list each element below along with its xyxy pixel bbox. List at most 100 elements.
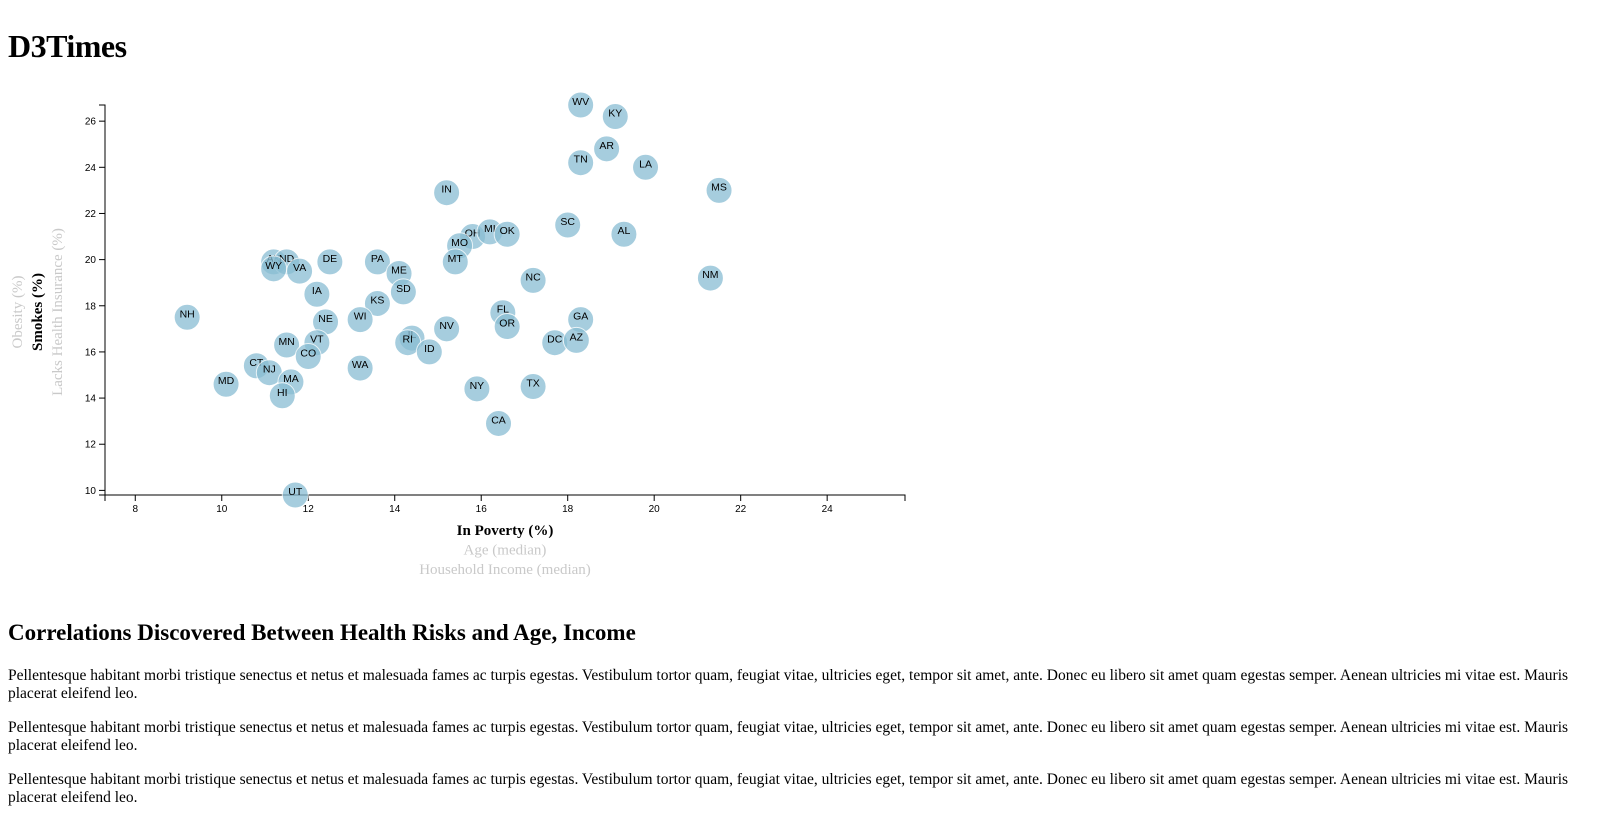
state-point[interactable]: KS [363, 289, 391, 317]
state-point[interactable]: NM [696, 264, 724, 292]
state-point[interactable]: CA [485, 409, 513, 437]
state-label: NH [180, 308, 195, 320]
state-circle[interactable] [485, 409, 513, 437]
state-circle[interactable] [632, 153, 660, 181]
state-point[interactable]: VA [286, 257, 314, 285]
x-axis-label-age[interactable]: Age (median) [464, 543, 547, 559]
y-axis-label-obesity[interactable]: Obesity (%) [10, 276, 26, 349]
state-point[interactable]: SD [389, 278, 417, 306]
state-circle[interactable] [567, 149, 595, 177]
state-circle[interactable] [273, 331, 301, 359]
state-circle[interactable] [294, 343, 322, 371]
state-label: KS [370, 294, 384, 306]
state-label: LA [639, 158, 652, 170]
state-circle[interactable] [363, 289, 391, 317]
state-point[interactable]: AZ [562, 326, 590, 354]
state-point[interactable]: WI [346, 306, 374, 334]
state-circle[interactable] [493, 220, 521, 248]
state-label: PA [371, 253, 384, 265]
state-label: RI [402, 334, 413, 346]
state-label: ME [391, 264, 407, 276]
state-point[interactable]: WV [567, 91, 595, 119]
state-label: MD [218, 375, 235, 387]
state-point[interactable]: WY [260, 255, 288, 283]
state-label: NC [526, 271, 542, 283]
state-circle[interactable] [303, 280, 331, 308]
state-circle[interactable] [389, 278, 417, 306]
state-circle[interactable] [281, 481, 309, 509]
state-point[interactable]: ID [415, 338, 443, 366]
state-circle[interactable] [593, 135, 621, 163]
state-point[interactable]: AR [593, 135, 621, 163]
state-point[interactable]: MN [273, 331, 301, 359]
state-circle[interactable] [463, 375, 491, 403]
state-circle[interactable] [493, 313, 521, 341]
y-tick-label: 16 [85, 347, 97, 358]
state-circle[interactable] [567, 91, 595, 119]
state-label: HI [277, 387, 288, 399]
state-point[interactable]: WA [346, 354, 374, 382]
state-point[interactable]: NV [433, 315, 461, 343]
state-point[interactable]: HI [268, 382, 296, 410]
state-point[interactable]: MD [212, 370, 240, 398]
x-axis-label-poverty[interactable]: In Poverty (%) [457, 523, 554, 539]
state-circle[interactable] [346, 354, 374, 382]
state-circle[interactable] [346, 306, 374, 334]
state-label: MS [711, 181, 727, 193]
state-point[interactable]: AL [610, 220, 638, 248]
x-tick-label: 16 [476, 504, 488, 515]
state-point[interactable]: KY [601, 103, 629, 131]
state-point[interactable]: DC [541, 329, 569, 357]
state-circle[interactable] [173, 303, 201, 331]
scatter-chart-svg: 8 10 12 14 16 18 20 22 24 10 12 14 16 18 20 22 24 26 WV KY A… [10, 91, 906, 578]
state-circle[interactable] [286, 257, 314, 285]
state-circle[interactable] [433, 179, 461, 207]
state-point[interactable]: SC [554, 211, 582, 239]
state-circle[interactable] [601, 103, 629, 131]
state-point[interactable]: OK [493, 220, 521, 248]
state-circle[interactable] [519, 373, 547, 401]
state-label: SD [396, 283, 411, 295]
state-point[interactable]: UT [281, 481, 309, 509]
state-point[interactable]: MT [441, 248, 469, 276]
state-label: MT [448, 253, 464, 265]
state-circle[interactable] [610, 220, 638, 248]
y-axis-label-smokes[interactable]: Smokes (%) [30, 273, 46, 351]
state-circle[interactable] [363, 248, 391, 276]
x-axis-label-income[interactable]: Household Income (median) [419, 562, 591, 578]
state-point[interactable]: TX [519, 373, 547, 401]
state-point[interactable]: NC [519, 266, 547, 294]
state-circle[interactable] [212, 370, 240, 398]
x-tick-label: 18 [562, 504, 574, 515]
state-label: MN [278, 336, 294, 348]
state-circle[interactable] [705, 176, 733, 204]
state-label: WI [354, 311, 367, 323]
state-point[interactable]: GA [567, 306, 595, 334]
state-point[interactable]: MS [705, 176, 733, 204]
state-point[interactable]: IA [303, 280, 331, 308]
state-point[interactable]: NY [463, 375, 491, 403]
state-label: NM [702, 269, 718, 281]
x-tick-label: 8 [132, 504, 138, 515]
state-label: IA [312, 285, 322, 297]
article-paragraph: Pellentesque habitant morbi tristique se… [8, 719, 1569, 754]
state-point[interactable]: DE [316, 248, 344, 276]
state-point[interactable]: NH [173, 303, 201, 331]
y-axis-label-healthcare[interactable]: Lacks Health Insurance (%) [50, 228, 66, 396]
state-point[interactable]: OR [493, 313, 521, 341]
state-circle[interactable] [268, 382, 296, 410]
state-circle[interactable] [696, 264, 724, 292]
state-circle[interactable] [519, 266, 547, 294]
state-point[interactable]: LA [632, 153, 660, 181]
state-point[interactable]: NE [312, 308, 340, 336]
state-circle[interactable] [433, 315, 461, 343]
state-circle[interactable] [562, 326, 590, 354]
state-circle[interactable] [415, 338, 443, 366]
state-circle[interactable] [316, 248, 344, 276]
state-circle[interactable] [554, 211, 582, 239]
state-point[interactable]: TN [567, 149, 595, 177]
state-point[interactable]: IN [433, 179, 461, 207]
state-point[interactable]: PA [363, 248, 391, 276]
state-circle[interactable] [441, 248, 469, 276]
state-point[interactable]: CO [294, 343, 322, 371]
